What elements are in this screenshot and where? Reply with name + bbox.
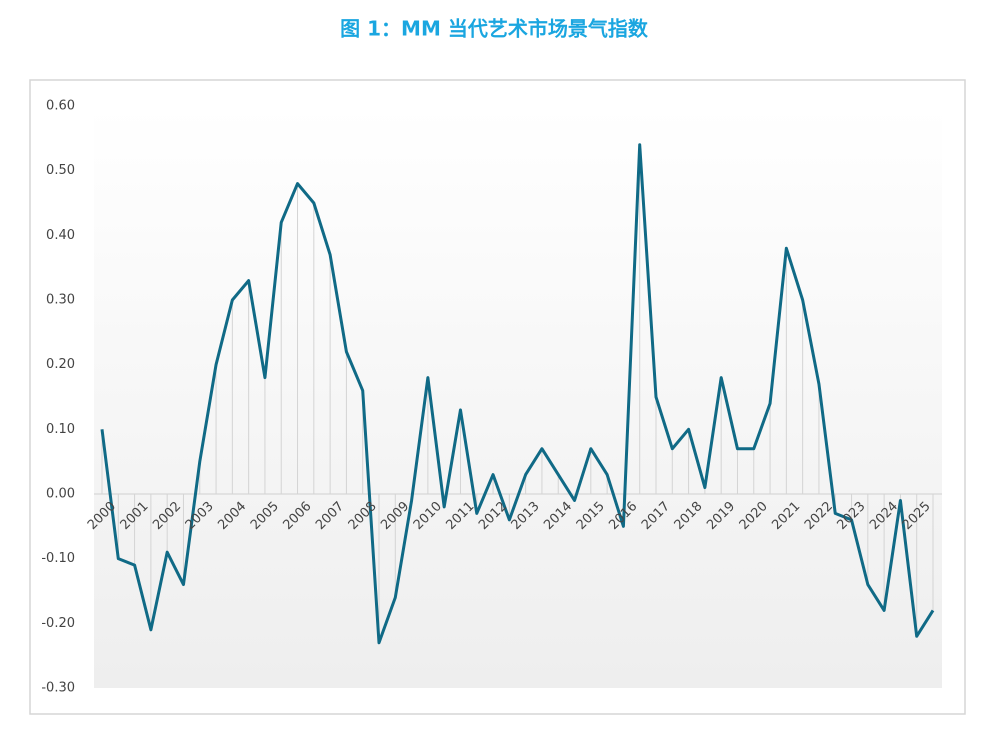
y-tick-label: 0.30 <box>46 293 75 308</box>
y-tick-label: 0.10 <box>46 422 75 437</box>
y-tick-label: -0.30 <box>41 681 75 696</box>
plot-area <box>94 106 942 688</box>
y-tick-label: -0.20 <box>41 616 75 631</box>
y-tick-label: -0.10 <box>41 551 75 566</box>
y-tick-label: 0.40 <box>46 228 75 243</box>
y-tick-label: 0.20 <box>46 357 75 372</box>
chart-title: 图 1：MM 当代艺术市场景气指数 <box>340 17 649 41</box>
y-tick-label: 0.00 <box>46 487 75 502</box>
data-line <box>100 143 935 645</box>
y-tick-label: 0.60 <box>46 99 75 114</box>
y-tick-label: 0.50 <box>46 163 75 178</box>
